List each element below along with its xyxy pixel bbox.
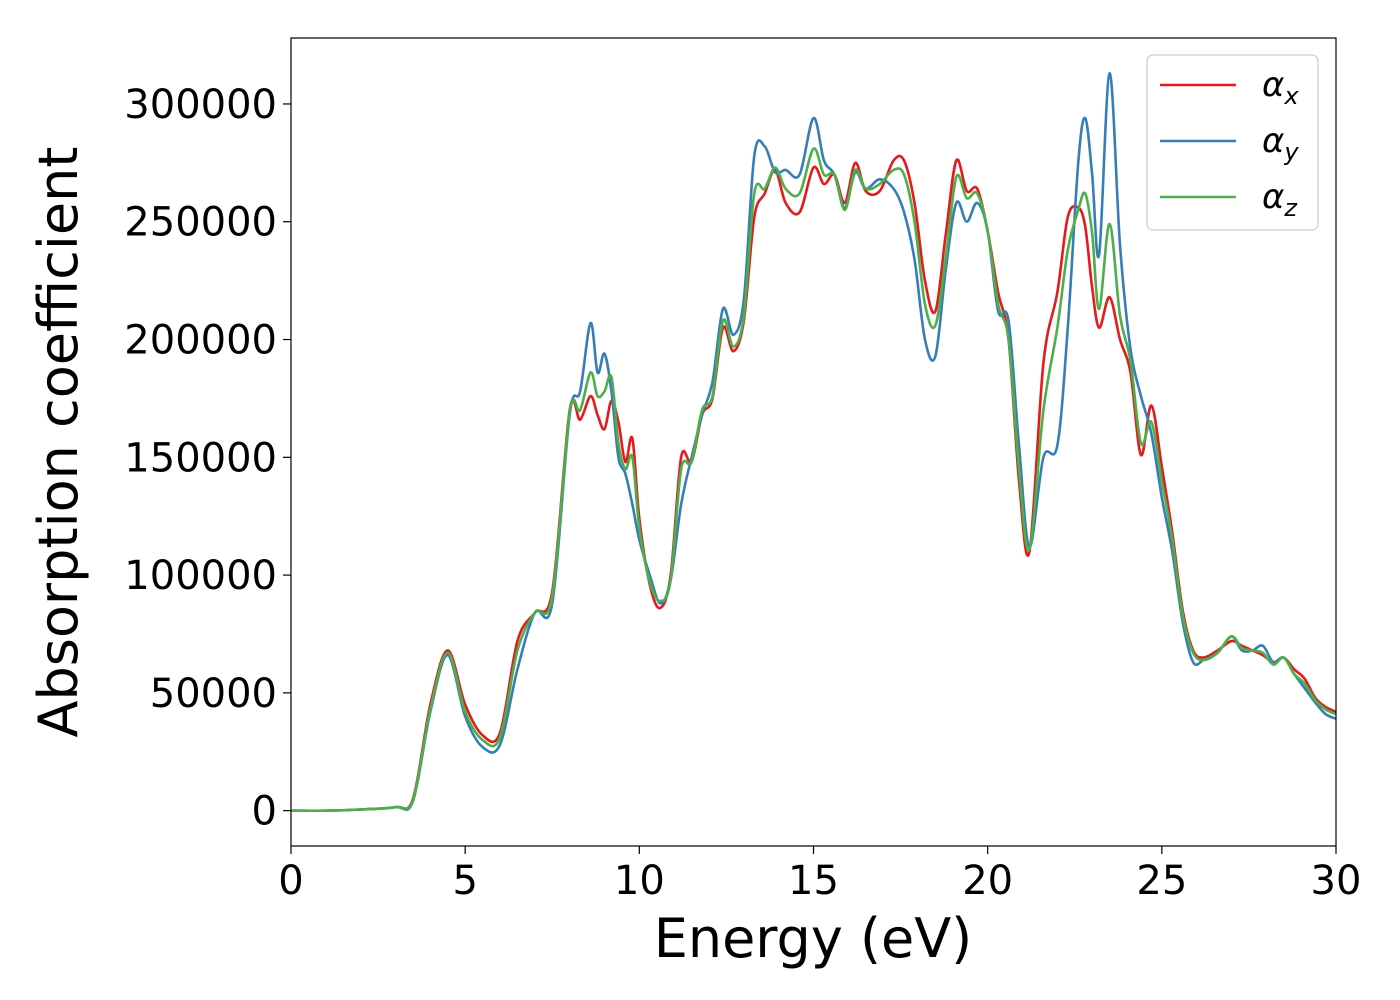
- series-line-y: [291, 72, 1336, 813]
- series-layer: [291, 72, 1336, 813]
- y-tick-label: 150000: [124, 435, 277, 481]
- y-tick-label: 250000: [124, 200, 277, 246]
- legend-box: [1146, 54, 1319, 231]
- legend-items: αx αy αz: [1160, 65, 1299, 222]
- x-tick-label: 0: [278, 858, 303, 904]
- x-tick-label: 25: [1136, 858, 1187, 904]
- x-axis-ticks: 0 5 10 15 20 25 30: [278, 846, 1361, 904]
- x-axis-title: Energy (eV): [654, 907, 973, 970]
- y-tick-label: 100000: [124, 553, 277, 599]
- series-line-z: [291, 147, 1336, 813]
- x-tick-label: 5: [452, 858, 477, 904]
- y-tick-label: 300000: [124, 82, 277, 128]
- x-tick-label: 10: [614, 858, 665, 904]
- legend-label-y: αy: [1262, 121, 1299, 166]
- x-tick-label: 30: [1311, 858, 1362, 904]
- y-tick-label: 0: [252, 789, 277, 835]
- y-tick-label: 50000: [150, 671, 277, 717]
- x-tick-label: 20: [962, 858, 1013, 904]
- series-line-x: [291, 154, 1336, 813]
- y-tick-label: 200000: [124, 318, 277, 364]
- x-tick-label: 15: [788, 858, 839, 904]
- legend: αx αy αz: [1146, 54, 1319, 231]
- legend-label-x: αx: [1262, 65, 1299, 110]
- legend-label-z: αz: [1262, 177, 1298, 222]
- y-axis-ticks: 0 50000 100000 150000 200000 250000 300000: [124, 82, 291, 835]
- y-axis-title: Absorption coefficient: [27, 147, 90, 738]
